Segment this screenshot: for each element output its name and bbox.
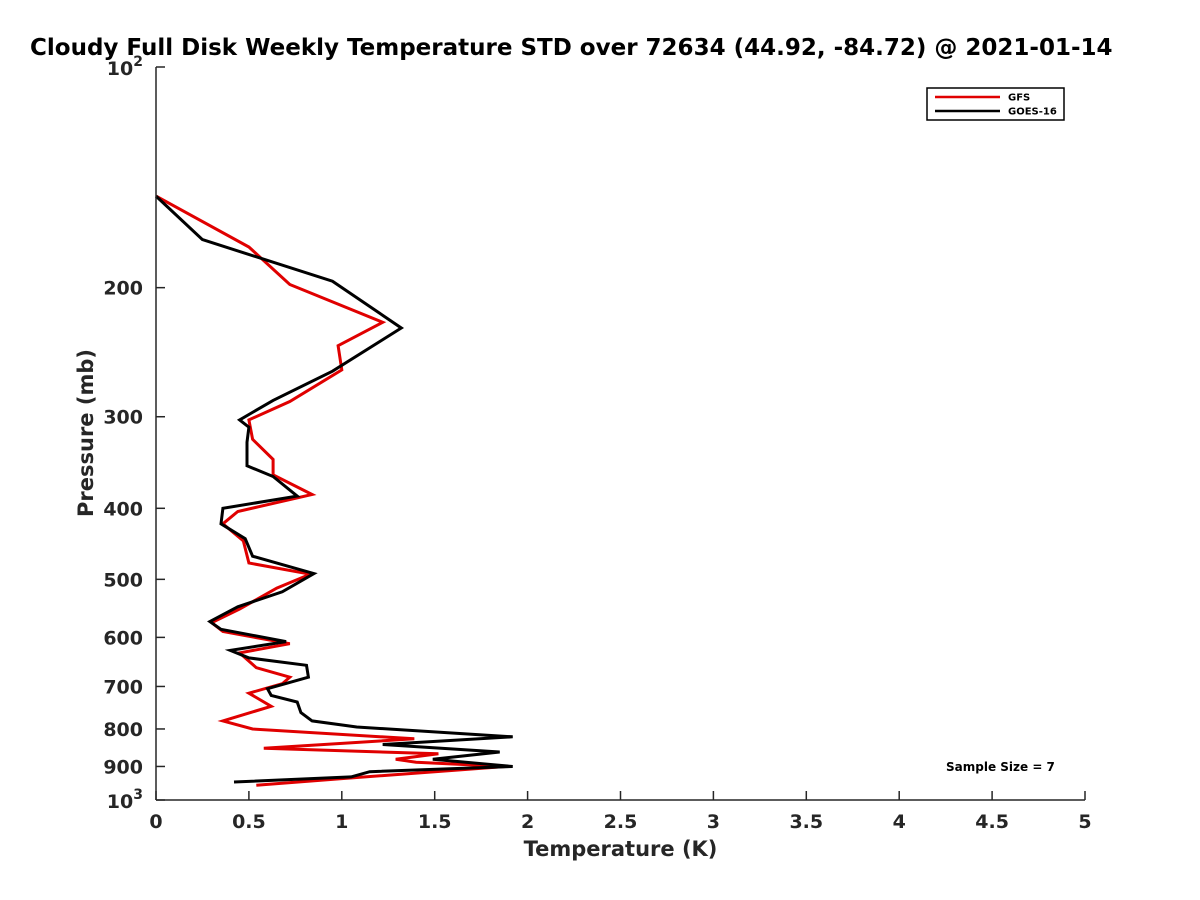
sample-size-annotation: Sample Size = 7: [946, 760, 1055, 774]
x-ticks: 0 0.5 1 1.5 2 2.5 3 3.5 4 4.5 5: [149, 791, 1092, 833]
series-line-goes16: [154, 195, 513, 784]
legend: GFS GOES-16: [926, 87, 1065, 121]
x-tick-label: 5: [1078, 811, 1091, 833]
x-tick-label: 3.5: [789, 811, 823, 833]
legend-label-gfs: GFS: [1008, 93, 1030, 104]
plot-lines: [154, 194, 513, 787]
y-ticks: 200 300 400 500 600 700 800 900 102 103: [103, 54, 165, 813]
x-axis-label: Temperature (K): [524, 837, 718, 861]
y-tick-label: 300: [103, 407, 143, 429]
x-tick-label: 0.5: [232, 811, 266, 833]
legend-box: [926, 87, 1065, 121]
x-tick-label: 4.5: [975, 811, 1009, 833]
x-tick-label: 2.5: [604, 811, 638, 833]
x-tick-label: 3: [707, 811, 720, 833]
chart-title: Cloudy Full Disk Weekly Temperature STD …: [30, 35, 1113, 61]
y-tick-label: 400: [103, 498, 143, 520]
y-tick-label: 900: [103, 756, 143, 778]
y-tick-label: 700: [103, 676, 143, 698]
y-axis-label: Pressure (mb): [74, 349, 98, 517]
axes: [155, 67, 1085, 801]
y-decade-label: 102: [107, 54, 143, 80]
x-tick-label: 1: [335, 811, 348, 833]
x-tick-label: 4: [893, 811, 906, 833]
x-tick-label: 0: [149, 811, 162, 833]
legend-label-goes16: GOES-16: [1008, 107, 1057, 118]
x-tick-label: 1.5: [418, 811, 452, 833]
y-tick-label: 500: [103, 569, 143, 591]
y-tick-label: 600: [103, 627, 143, 649]
y-tick-label: 200: [103, 278, 143, 300]
x-tick-label: 2: [521, 811, 534, 833]
y-decade-label: 103: [107, 787, 143, 813]
y-tick-label: 800: [103, 719, 143, 741]
series-line-gfs: [155, 194, 506, 787]
